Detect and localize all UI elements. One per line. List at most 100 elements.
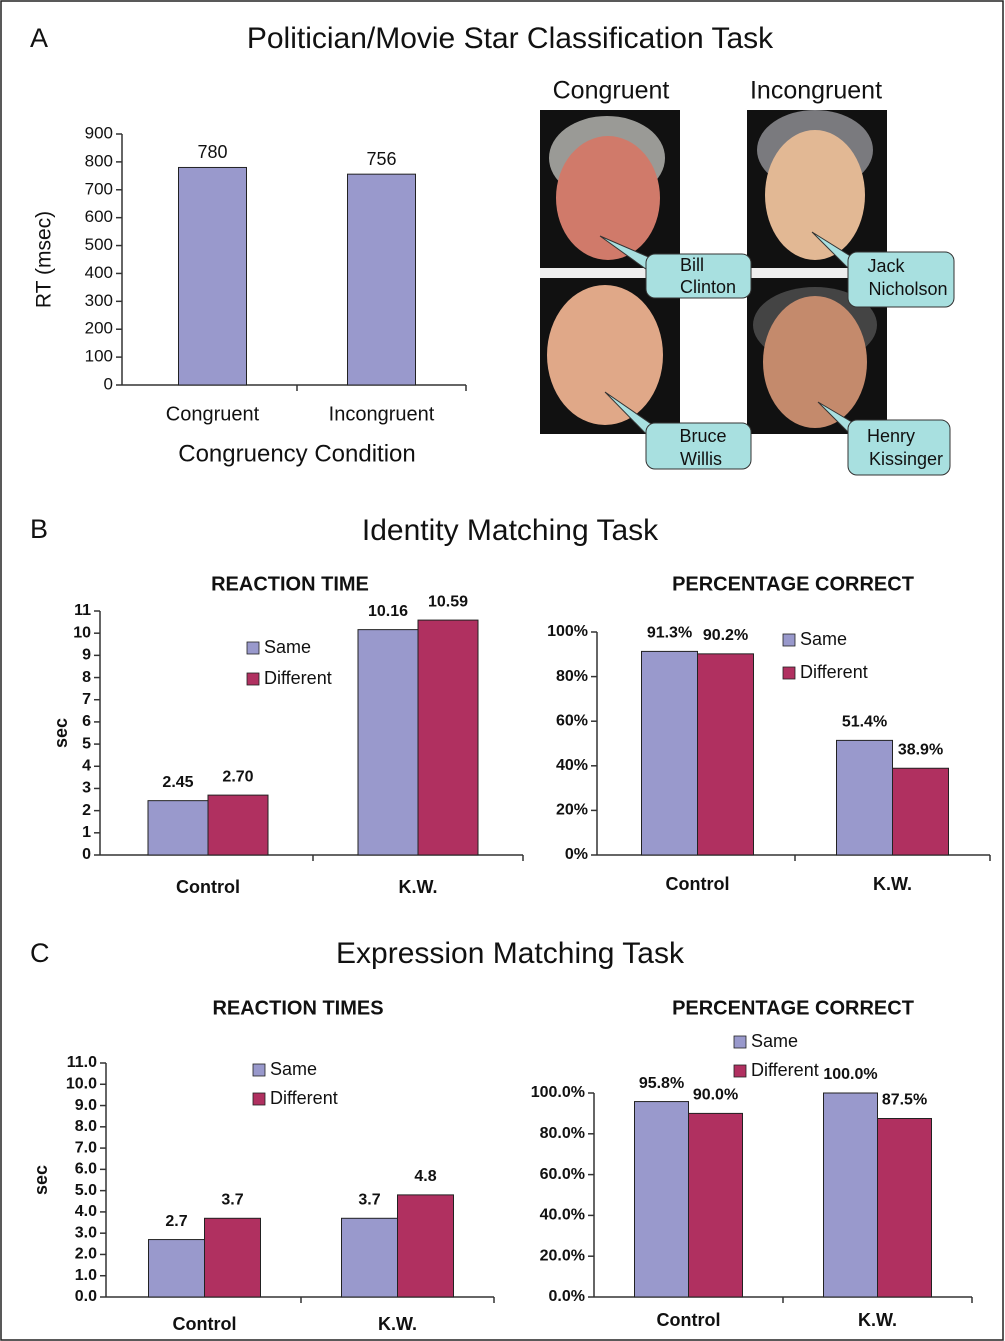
bar xyxy=(207,794,269,856)
person-name: Bill xyxy=(680,255,704,275)
callout xyxy=(847,251,955,308)
legend-label: Same xyxy=(264,637,311,657)
y-tick-label: 9 xyxy=(82,647,91,664)
x-axis-label: Congruency Condition xyxy=(178,440,415,467)
bar xyxy=(877,1118,932,1298)
y-tick-label: 11.0 xyxy=(67,1054,97,1071)
y-tick-label: 3.0 xyxy=(75,1224,97,1241)
bar xyxy=(147,800,209,856)
y-tick-label: 0% xyxy=(565,846,588,863)
bar xyxy=(697,653,754,856)
y-tick-label: 20% xyxy=(556,802,588,819)
legend-swatch xyxy=(252,1063,266,1077)
chart-title: PERCENTAGE CORRECT xyxy=(672,573,914,595)
bar xyxy=(357,629,419,856)
y-tick-label: 0.0% xyxy=(549,1288,585,1305)
legend-label: Same xyxy=(270,1059,317,1079)
y-tick-label: 40% xyxy=(556,757,588,774)
y-tick-label: 7 xyxy=(82,691,91,708)
y-tick-label: 9.0 xyxy=(75,1097,97,1114)
y-tick-label: 40.0% xyxy=(540,1207,585,1224)
y-tick-label: 5.0 xyxy=(75,1182,97,1199)
bar xyxy=(823,1092,878,1298)
y-tick-label: 80% xyxy=(556,668,588,685)
panel-letter: B xyxy=(30,514,48,544)
panel-letter: A xyxy=(30,23,48,53)
value-label: 95.8% xyxy=(639,1075,684,1092)
y-tick-label: 4.0 xyxy=(75,1203,97,1220)
y-tick-label: 8.0 xyxy=(75,1118,97,1135)
legend-label: Different xyxy=(800,662,868,682)
legend-swatch xyxy=(246,641,260,655)
y-tick-label: 10.0 xyxy=(66,1075,97,1092)
legend-swatch xyxy=(252,1092,266,1106)
value-label: 91.3% xyxy=(647,625,692,642)
y-axis-label: sec xyxy=(51,718,71,748)
panel-title: Politician/Movie Star Classification Tas… xyxy=(247,22,774,55)
y-tick-label: 5 xyxy=(82,735,91,752)
y-tick-label: 60.0% xyxy=(540,1166,585,1183)
y-tick-label: 0.0 xyxy=(75,1288,97,1305)
bar xyxy=(341,1217,398,1298)
y-tick-label: 2.0 xyxy=(75,1246,97,1263)
y-tick-label: 60% xyxy=(556,712,588,729)
x-tick-label: Congruent xyxy=(166,403,260,425)
x-tick-label: K.W. xyxy=(858,1310,897,1330)
bar xyxy=(204,1217,261,1298)
y-tick-label: 80.0% xyxy=(540,1125,585,1142)
face xyxy=(547,285,663,425)
callout xyxy=(847,419,951,476)
value-label: 87.5% xyxy=(882,1092,927,1109)
value-label: 756 xyxy=(366,149,396,169)
y-tick-label: 3 xyxy=(82,780,91,797)
y-tick-label: 20.0% xyxy=(540,1247,585,1264)
person-name: Clinton xyxy=(680,277,736,297)
y-tick-label: 600 xyxy=(85,207,113,226)
y-tick-label: 200 xyxy=(85,319,113,338)
y-tick-label: 2 xyxy=(82,802,91,819)
bar xyxy=(347,173,416,386)
bar xyxy=(397,1194,454,1298)
value-label: 3.7 xyxy=(358,1192,380,1209)
y-tick-label: 100 xyxy=(85,347,113,366)
value-label: 10.59 xyxy=(428,593,468,610)
x-tick-label: Incongruent xyxy=(329,403,435,425)
y-tick-label: 300 xyxy=(85,291,113,310)
y-tick-label: 900 xyxy=(85,123,113,142)
bar xyxy=(641,650,698,856)
y-tick-label: 0 xyxy=(82,846,91,863)
y-tick-label: 0 xyxy=(104,374,113,393)
person-name: Bruce xyxy=(679,426,726,446)
callout xyxy=(645,422,752,470)
value-label: 4.8 xyxy=(414,1168,436,1185)
column-header: Incongruent xyxy=(750,77,882,105)
y-tick-label: 100% xyxy=(547,623,588,640)
legend-swatch xyxy=(733,1035,747,1049)
legend-swatch xyxy=(782,633,796,647)
y-tick-label: 500 xyxy=(85,235,113,254)
x-tick-label: Control xyxy=(173,1314,237,1334)
value-label: 10.16 xyxy=(368,603,408,620)
person-name: Jack xyxy=(867,256,905,276)
bar xyxy=(892,767,949,856)
value-label: 51.4% xyxy=(842,714,887,731)
legend-label: Same xyxy=(751,1031,798,1051)
value-label: 90.0% xyxy=(693,1087,738,1104)
y-tick-label: 6 xyxy=(82,713,91,730)
x-tick-label: Control xyxy=(657,1310,721,1330)
chart-title: REACTION TIMES xyxy=(212,997,383,1019)
face xyxy=(765,130,865,260)
y-axis-label: sec xyxy=(31,1165,51,1195)
person-name: Henry xyxy=(867,426,915,446)
y-tick-label: 800 xyxy=(85,151,113,170)
x-tick-label: Control xyxy=(666,874,730,894)
legend-swatch xyxy=(733,1064,747,1078)
callout xyxy=(645,253,752,299)
chart-title: PERCENTAGE CORRECT xyxy=(672,997,914,1019)
y-tick-label: 4 xyxy=(82,757,91,774)
legend-label: Same xyxy=(800,629,847,649)
y-axis-label: RT (msec) xyxy=(33,211,56,308)
